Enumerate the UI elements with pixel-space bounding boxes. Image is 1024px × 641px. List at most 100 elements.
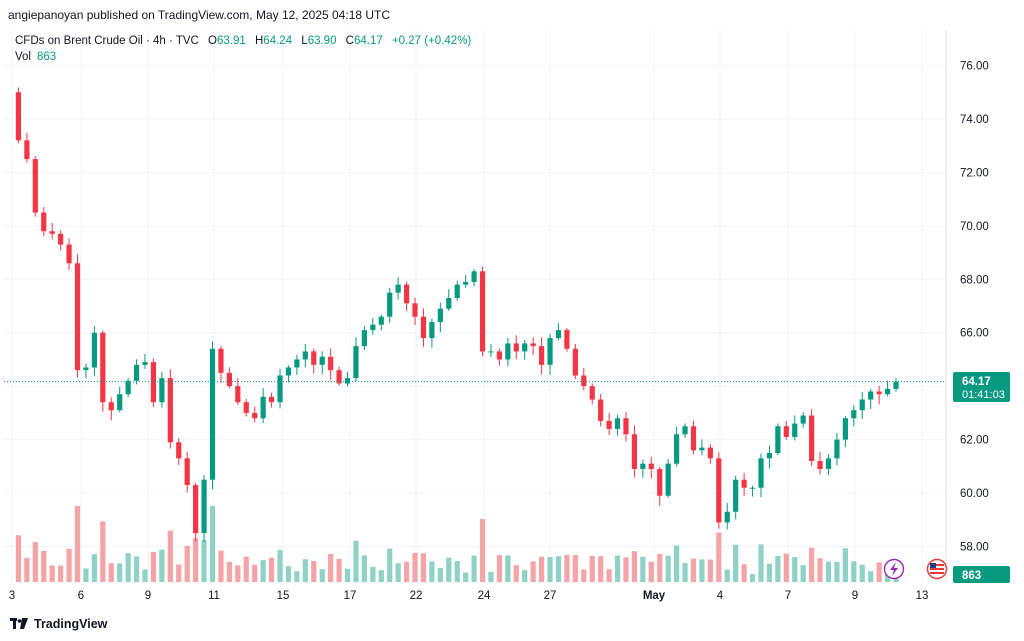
candle — [100, 332, 106, 403]
candle — [311, 351, 317, 365]
candle — [184, 458, 190, 486]
volume-bar — [268, 557, 275, 582]
volume-bar — [631, 551, 638, 582]
volume-bar — [24, 557, 30, 582]
candle — [370, 324, 376, 331]
volume-label: Vol — [15, 51, 31, 63]
candle — [741, 479, 747, 488]
y-tick-label: 58.00 — [960, 542, 989, 554]
volume-bar — [361, 555, 367, 582]
volume-bar — [159, 549, 165, 582]
candle — [235, 386, 241, 403]
candle — [336, 370, 342, 384]
us-flag-icon[interactable] — [926, 558, 948, 580]
volume-bar — [809, 547, 815, 582]
candle — [429, 322, 435, 339]
volume-bar — [749, 574, 756, 582]
candle — [446, 298, 452, 309]
y-tick-label: 74.00 — [960, 114, 989, 126]
volume-bar — [783, 553, 789, 582]
volume-bar — [91, 554, 97, 582]
volume-bar — [32, 542, 38, 582]
candle — [277, 375, 283, 403]
volume-bar — [176, 564, 182, 582]
time-axis[interactable]: 3 6 9 11 15 17 22 24 27 May 4 7 9 13 — [9, 590, 929, 602]
volume-bar — [66, 548, 72, 582]
x-tick-label: 6 — [78, 590, 84, 602]
volume-bar — [775, 556, 781, 582]
volume-bar — [429, 561, 435, 582]
volume-bar — [328, 554, 334, 582]
y-tick-label: 70.00 — [960, 221, 989, 233]
close-label: C — [345, 35, 354, 47]
candle — [581, 375, 587, 387]
volume-bar — [41, 550, 47, 582]
volume-bar — [133, 556, 140, 582]
candle — [24, 140, 30, 160]
y-tick-label: 68.00 — [960, 274, 989, 286]
x-tick-label: 24 — [478, 590, 491, 602]
candle — [665, 463, 671, 496]
open-value: 63.91 — [217, 35, 246, 47]
price-tag: 64.17 01:41:03 — [953, 372, 1010, 402]
volume-bar — [201, 540, 207, 582]
candle — [547, 338, 553, 365]
candle — [176, 442, 182, 459]
volume-bar — [108, 563, 114, 582]
candle — [142, 362, 148, 365]
volume-bar — [707, 559, 713, 582]
chart-legend: CFDs on Brent Crude Oil · 4h · TVC O63.9… — [15, 33, 471, 65]
volume-bar — [496, 555, 503, 582]
volume-bar — [851, 561, 857, 582]
volume-bar — [420, 553, 427, 582]
volume-bar — [690, 558, 697, 582]
volume-bar — [252, 564, 258, 582]
candle — [412, 303, 418, 317]
price-axis[interactable]: 58.0060.0062.0064.0066.0068.0070.0072.00… — [960, 61, 989, 554]
x-tick-label: 17 — [344, 590, 357, 602]
candle — [817, 460, 823, 470]
volume-bar — [876, 562, 882, 582]
candle — [479, 271, 486, 352]
candle — [463, 281, 469, 285]
candle — [243, 402, 249, 413]
volume-bar — [555, 556, 562, 582]
candle — [640, 463, 646, 470]
candle — [167, 378, 173, 443]
volume-bar — [758, 544, 764, 582]
volume-bar — [834, 561, 840, 582]
lightning-icon[interactable] — [883, 558, 905, 580]
volume-bar — [260, 560, 266, 582]
candle — [505, 343, 511, 360]
candle — [598, 399, 604, 421]
candle — [58, 233, 64, 245]
volume-bar — [167, 530, 173, 582]
volume-bar — [606, 569, 612, 582]
low-value: 63.90 — [307, 35, 337, 47]
volume-tag-value: 863 — [962, 570, 981, 582]
change-value: +0.27 (+0.42%) — [391, 35, 472, 47]
volume-bar — [74, 506, 81, 582]
candle — [648, 463, 654, 470]
legend-ohlc-row: CFDs on Brent Crude Oil · 4h · TVC O63.9… — [15, 33, 471, 49]
price-chart[interactable]: 58.0060.0062.0064.0066.0068.0070.0072.00… — [0, 26, 1020, 612]
footer-brand-label: TradingView — [34, 617, 108, 631]
candle — [876, 391, 882, 395]
x-tick-label: 7 — [785, 590, 791, 602]
candle — [226, 372, 232, 387]
candle — [623, 418, 629, 435]
volume-bar — [868, 571, 874, 582]
candle — [41, 212, 47, 232]
candle — [150, 362, 157, 403]
volume-bar — [294, 571, 300, 582]
candle — [201, 479, 207, 534]
volume-bar — [716, 532, 722, 582]
volume-bar — [184, 546, 190, 582]
candle — [454, 284, 460, 299]
footer-brand[interactable]: TradingView — [10, 617, 107, 631]
volume-bar — [311, 561, 317, 582]
volume-bar — [665, 555, 671, 582]
grid — [4, 30, 947, 583]
volume-bar — [446, 557, 452, 582]
volume-bar — [378, 570, 384, 582]
